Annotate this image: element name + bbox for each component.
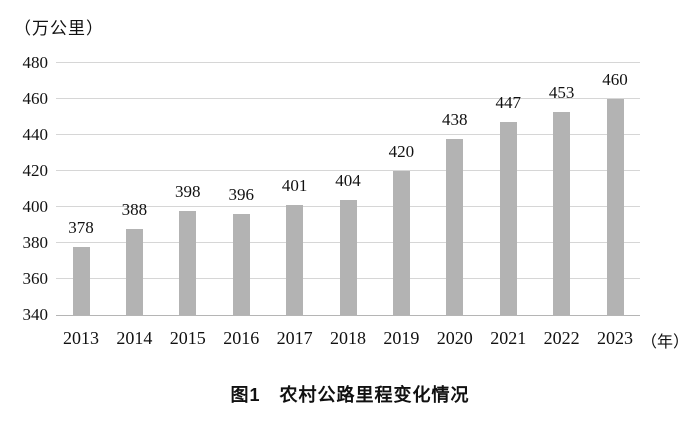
bar-value-label: 398 [175,181,201,201]
y-tick-label: 460 [22,89,49,108]
gridline [56,98,640,99]
x-tick-label: 2017 [276,328,313,348]
chart-caption: 图1 农村公路里程变化情况 [230,385,470,405]
bar-2023 [606,99,624,315]
bar-value-label: 404 [335,170,361,190]
x-axis-unit-label: （年） [641,334,690,351]
bar-2019 [392,171,410,315]
bar-2018 [339,199,357,315]
bar-value-label: 378 [68,217,94,237]
bar-value-label: 460 [602,70,628,89]
y-tick-label: 420 [22,161,49,180]
bar-2014 [125,228,143,315]
bar-value-label: 420 [388,142,415,161]
bar-2020 [446,138,464,315]
x-tick-label: 2019 [383,328,420,348]
x-tick-label: 2020 [436,328,473,348]
x-tick-label: 2021 [490,328,527,348]
plot-area: 378 2013 388 2014 398 2015 396 2016 401 2017 404 20… [56,62,640,348]
x-tick-label: 2014 [116,328,153,348]
x-tick-label: 2023 [597,328,633,348]
bar-value-label: 438 [442,109,468,129]
bar-2017 [286,205,304,315]
gridline [56,170,640,171]
gridline [56,62,640,63]
bar-2021 [499,122,517,315]
bar-2022 [553,111,571,315]
bar-2015 [179,210,197,315]
y-tick-label: 360 [22,269,49,288]
bar-value-label: 447 [495,93,521,113]
bar-2016 [232,214,250,315]
bar-value-label: 401 [281,176,308,196]
y-tick-label: 480 [22,53,49,72]
y-axis-unit-label: （万公里） [14,19,104,38]
x-tick-label: 2016 [223,328,260,348]
x-tick-label: 2018 [330,328,366,348]
gridline [56,134,640,135]
bar-2013 [72,246,90,315]
x-tick-label: 2013 [63,328,99,348]
x-tick-label: 2015 [169,328,206,348]
bar-value-label: 388 [121,199,148,219]
y-axis: 340 360 380 400 420 440 460 480 [0,54,49,324]
y-tick-label: 380 [22,233,49,252]
bar-value-label: 396 [228,185,254,205]
x-tick-label: 2022 [543,328,580,348]
y-tick-label: 400 [22,197,49,216]
y-tick-label: 340 [22,305,49,324]
y-tick-label: 440 [22,125,49,144]
x-axis-baseline [56,315,640,316]
bar-value-label: 453 [548,82,575,102]
